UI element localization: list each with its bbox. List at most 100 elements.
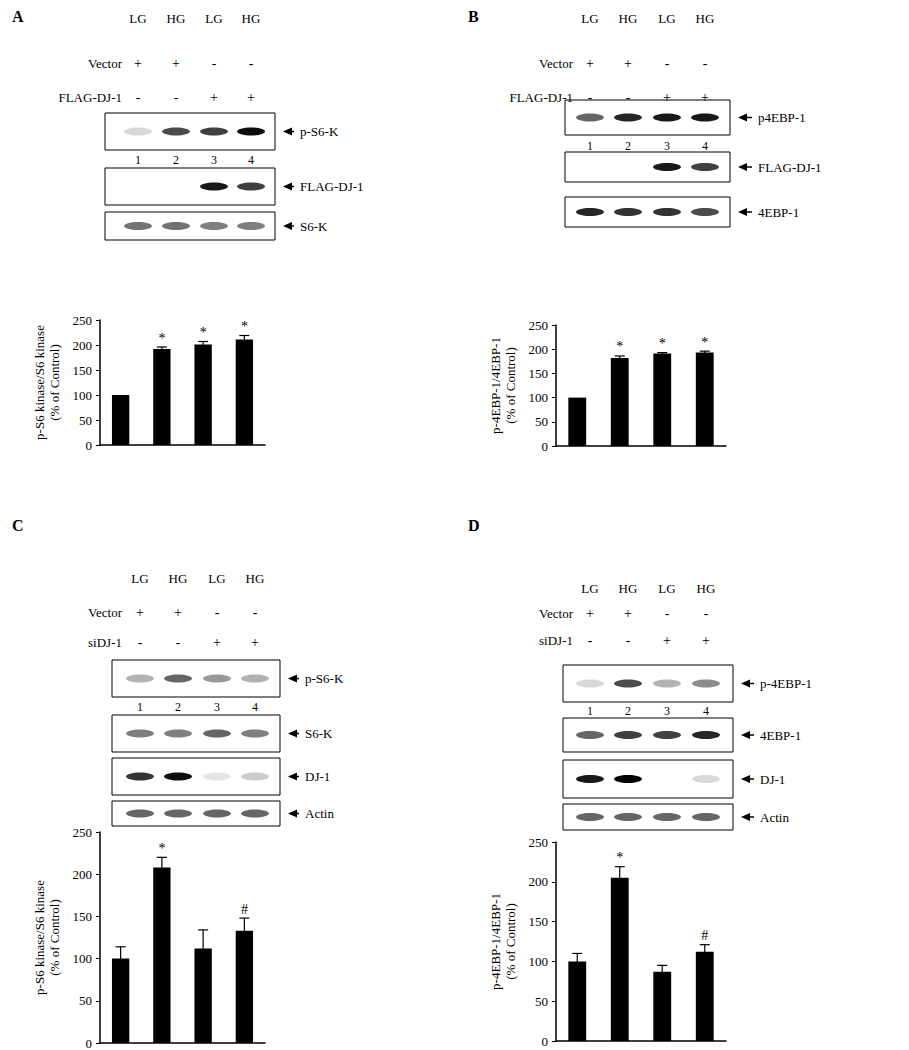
svg-text:HG: HG bbox=[697, 581, 716, 596]
svg-text:250: 250 bbox=[529, 318, 549, 333]
svg-text:-: - bbox=[665, 606, 670, 621]
svg-text:*: * bbox=[701, 335, 708, 350]
svg-text:100: 100 bbox=[529, 390, 549, 405]
svg-text:+: + bbox=[136, 605, 144, 620]
svg-text:A: A bbox=[12, 8, 24, 25]
svg-text:*: * bbox=[616, 850, 623, 865]
svg-text:p-S6-K: p-S6-K bbox=[305, 671, 344, 686]
svg-text:(% of Control): (% of Control) bbox=[47, 344, 62, 421]
svg-text:50: 50 bbox=[79, 993, 92, 1008]
svg-text:LG: LG bbox=[131, 571, 148, 586]
svg-text:0: 0 bbox=[542, 439, 549, 454]
svg-text:2: 2 bbox=[625, 704, 631, 718]
svg-text:2: 2 bbox=[175, 700, 181, 714]
svg-text:-: - bbox=[588, 90, 593, 105]
svg-text:HG: HG bbox=[242, 11, 261, 26]
svg-text:+: + bbox=[251, 635, 259, 650]
svg-text:-: - bbox=[626, 90, 631, 105]
svg-text:LG: LG bbox=[208, 571, 225, 586]
svg-text:+: + bbox=[134, 56, 142, 71]
svg-text:HG: HG bbox=[696, 11, 715, 26]
svg-text:HG: HG bbox=[167, 11, 186, 26]
svg-text:p-4EBP-1: p-4EBP-1 bbox=[760, 676, 812, 691]
svg-text:LG: LG bbox=[129, 11, 146, 26]
svg-text:p-S6-K: p-S6-K bbox=[300, 124, 339, 139]
svg-text:-: - bbox=[138, 635, 143, 650]
svg-text:3: 3 bbox=[214, 700, 220, 714]
svg-text:3: 3 bbox=[664, 704, 670, 718]
svg-text:-: - bbox=[588, 633, 593, 648]
svg-text:-: - bbox=[665, 56, 670, 71]
svg-text:-: - bbox=[253, 605, 258, 620]
svg-text:+: + bbox=[624, 606, 632, 621]
svg-text:+: + bbox=[663, 633, 671, 648]
svg-text:LG: LG bbox=[658, 581, 675, 596]
svg-text:0: 0 bbox=[86, 438, 93, 453]
svg-text:*: * bbox=[616, 339, 623, 354]
svg-text:1: 1 bbox=[587, 139, 593, 153]
svg-text:+: + bbox=[624, 56, 632, 71]
svg-text:p-S6 kinase/S6 kinase: p-S6 kinase/S6 kinase bbox=[32, 325, 47, 440]
svg-text:#: # bbox=[241, 902, 248, 917]
svg-text:250: 250 bbox=[529, 835, 549, 850]
svg-text:+: + bbox=[174, 605, 182, 620]
svg-text:*: * bbox=[158, 331, 165, 346]
svg-text:200: 200 bbox=[529, 874, 549, 889]
svg-text:siDJ-1: siDJ-1 bbox=[539, 633, 573, 648]
svg-text:p4EBP-1: p4EBP-1 bbox=[758, 110, 806, 125]
svg-text:p-4EBP-1/4EBP-1: p-4EBP-1/4EBP-1 bbox=[488, 337, 503, 434]
svg-text:HG: HG bbox=[619, 581, 638, 596]
svg-text:4: 4 bbox=[703, 704, 709, 718]
svg-text:LG: LG bbox=[658, 11, 675, 26]
svg-text:FLAG-DJ-1: FLAG-DJ-1 bbox=[758, 160, 822, 175]
svg-text:(% of Control): (% of Control) bbox=[503, 903, 518, 980]
svg-text:+: + bbox=[210, 90, 218, 105]
svg-text:-: - bbox=[249, 56, 254, 71]
svg-text:#: # bbox=[701, 928, 708, 943]
svg-text:-: - bbox=[703, 56, 708, 71]
svg-text:250: 250 bbox=[73, 825, 93, 840]
svg-text:4EBP-1: 4EBP-1 bbox=[760, 728, 801, 743]
svg-text:(% of Control): (% of Control) bbox=[503, 347, 518, 424]
svg-text:150: 150 bbox=[529, 914, 549, 929]
svg-text:50: 50 bbox=[535, 414, 548, 429]
svg-text:*: * bbox=[200, 325, 207, 340]
svg-text:LG: LG bbox=[581, 581, 598, 596]
svg-text:0: 0 bbox=[86, 1036, 93, 1050]
svg-text:0: 0 bbox=[542, 1034, 549, 1049]
svg-text:100: 100 bbox=[529, 954, 549, 969]
svg-text:HG: HG bbox=[246, 571, 265, 586]
svg-text:+: + bbox=[172, 56, 180, 71]
svg-text:100: 100 bbox=[73, 951, 93, 966]
svg-text:-: - bbox=[212, 56, 217, 71]
svg-text:*: * bbox=[158, 841, 165, 856]
svg-text:+: + bbox=[213, 635, 221, 650]
svg-text:4: 4 bbox=[248, 153, 254, 167]
svg-text:150: 150 bbox=[73, 363, 93, 378]
svg-text:Vector: Vector bbox=[88, 56, 123, 71]
svg-text:3: 3 bbox=[664, 139, 670, 153]
svg-text:DJ-1: DJ-1 bbox=[305, 769, 330, 784]
svg-text:-: - bbox=[215, 605, 220, 620]
svg-text:LG: LG bbox=[581, 11, 598, 26]
svg-text:+: + bbox=[701, 90, 709, 105]
svg-text:Actin: Actin bbox=[760, 810, 789, 825]
svg-text:200: 200 bbox=[529, 342, 549, 357]
svg-text:p-S6 kinase/S6 kinase: p-S6 kinase/S6 kinase bbox=[32, 880, 47, 995]
svg-text:150: 150 bbox=[73, 909, 93, 924]
svg-text:+: + bbox=[663, 90, 671, 105]
svg-text:3: 3 bbox=[211, 153, 217, 167]
svg-text:-: - bbox=[136, 90, 141, 105]
svg-text:+: + bbox=[586, 606, 594, 621]
svg-text:50: 50 bbox=[79, 413, 92, 428]
svg-text:LG: LG bbox=[205, 11, 222, 26]
svg-text:FLAG-DJ-1: FLAG-DJ-1 bbox=[300, 179, 364, 194]
svg-text:+: + bbox=[702, 633, 710, 648]
svg-text:B: B bbox=[468, 8, 479, 25]
svg-text:1: 1 bbox=[587, 704, 593, 718]
svg-text:Vector: Vector bbox=[539, 56, 574, 71]
svg-text:*: * bbox=[659, 336, 666, 351]
svg-text:C: C bbox=[12, 517, 24, 534]
svg-text:DJ-1: DJ-1 bbox=[760, 772, 785, 787]
svg-text:-: - bbox=[704, 606, 709, 621]
